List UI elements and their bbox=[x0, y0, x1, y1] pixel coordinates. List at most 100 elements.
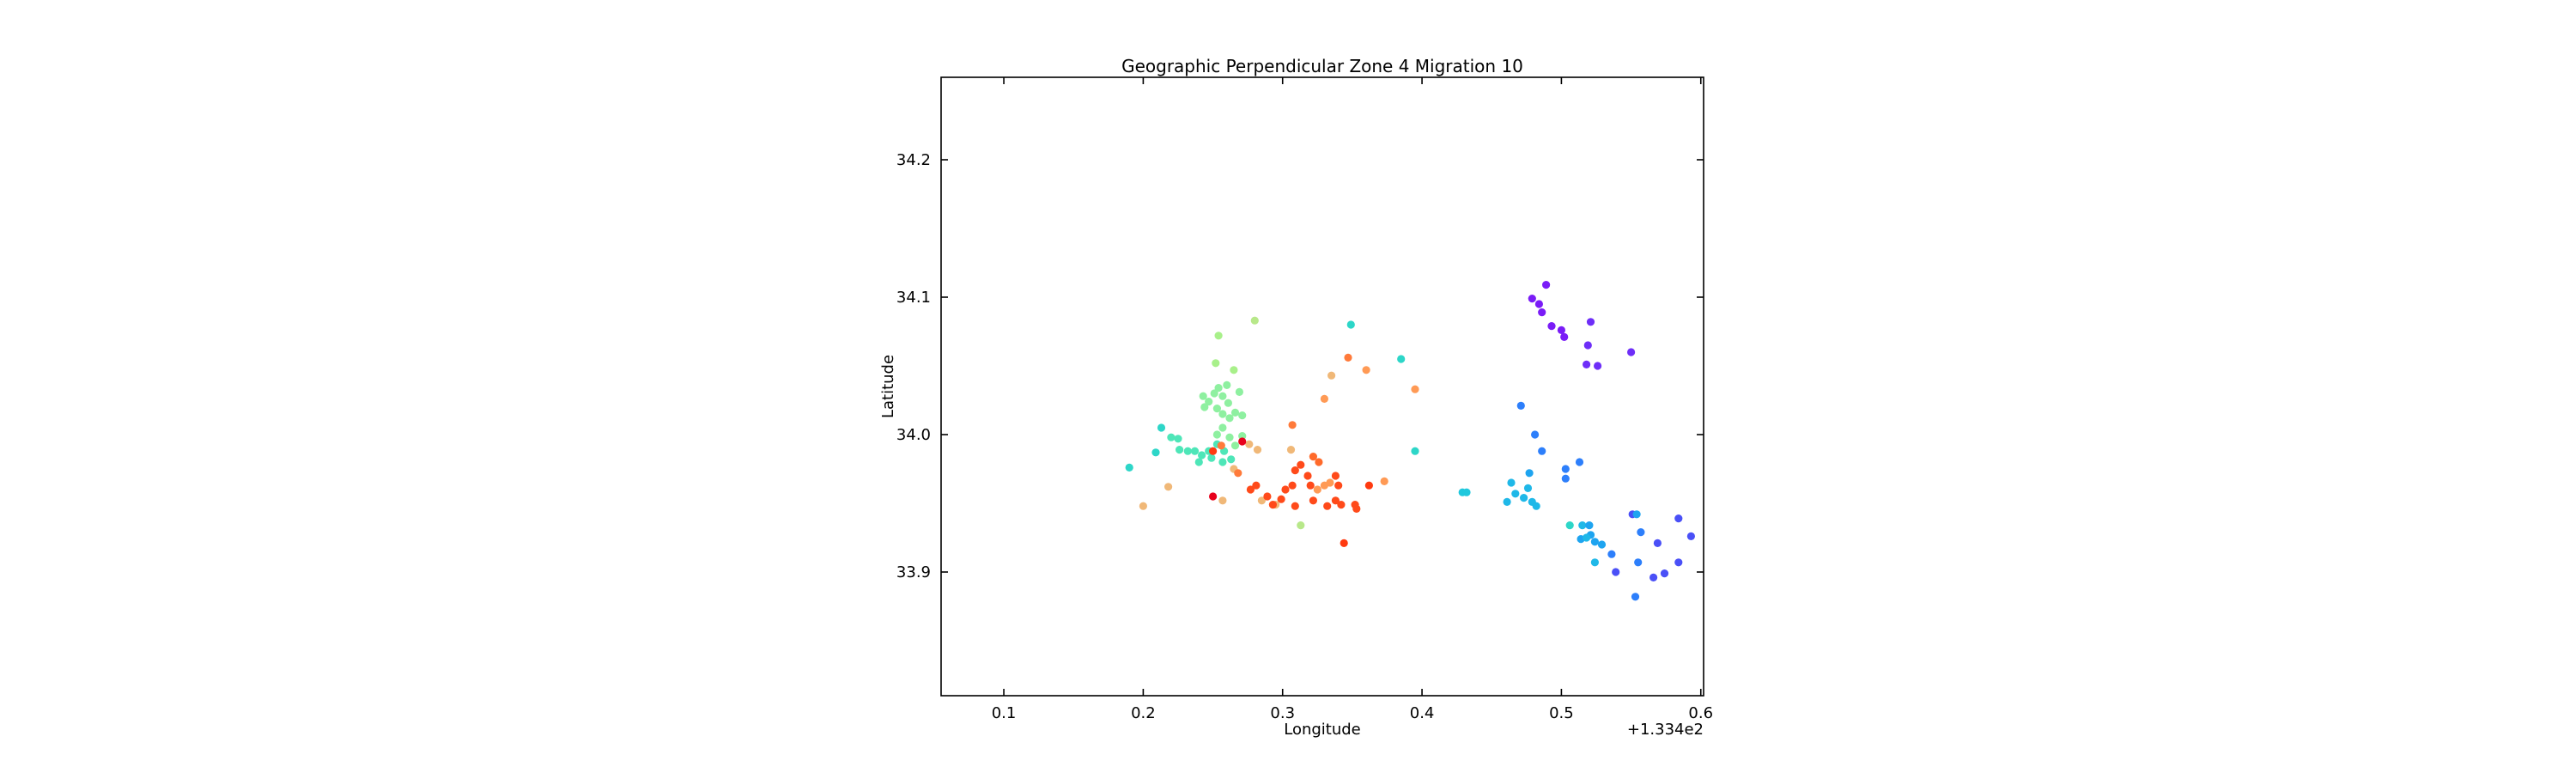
data-point bbox=[1214, 332, 1223, 340]
x-axis-label: Longitude bbox=[1284, 721, 1361, 739]
data-point bbox=[1631, 593, 1640, 601]
data-point bbox=[1164, 483, 1173, 491]
data-point bbox=[1380, 477, 1388, 486]
y-tick-label: 33.9 bbox=[896, 563, 931, 581]
data-point bbox=[1212, 359, 1220, 368]
data-point bbox=[1583, 341, 1592, 350]
data-point bbox=[1557, 326, 1565, 334]
x-axis-ticks: 0.1 0.2 0.3 0.4 0.5 0.6 bbox=[992, 77, 1713, 722]
data-point bbox=[1507, 478, 1516, 487]
data-point bbox=[1205, 398, 1213, 406]
data-point bbox=[1516, 401, 1525, 410]
data-point bbox=[1590, 538, 1599, 546]
data-point bbox=[1277, 495, 1285, 503]
data-point bbox=[1235, 387, 1243, 396]
data-point bbox=[1334, 481, 1343, 490]
data-point bbox=[1649, 573, 1658, 582]
data-point bbox=[1660, 569, 1669, 578]
data-point bbox=[1503, 497, 1511, 507]
data-point bbox=[1686, 532, 1695, 541]
y-tick-label: 34.2 bbox=[896, 151, 931, 169]
data-point bbox=[1207, 453, 1216, 462]
data-point bbox=[1190, 447, 1200, 455]
data-point bbox=[1303, 472, 1312, 480]
data-point bbox=[1139, 502, 1147, 510]
data-point bbox=[1362, 366, 1370, 374]
data-point bbox=[1523, 484, 1533, 493]
data-point bbox=[1218, 496, 1227, 505]
data-point bbox=[1346, 320, 1355, 329]
data-point bbox=[1176, 446, 1184, 454]
data-point bbox=[1326, 478, 1334, 487]
data-point bbox=[1520, 494, 1528, 502]
data-point bbox=[1167, 433, 1176, 441]
data-point bbox=[1528, 295, 1536, 303]
data-point bbox=[1411, 385, 1419, 393]
data-point bbox=[1531, 430, 1540, 439]
data-point bbox=[1637, 528, 1645, 537]
x-tick-label: 0.6 bbox=[1688, 704, 1713, 722]
data-point bbox=[1351, 501, 1359, 509]
data-point bbox=[1250, 316, 1259, 325]
data-point bbox=[1634, 558, 1643, 567]
data-point bbox=[1288, 481, 1297, 490]
data-point bbox=[1337, 501, 1346, 509]
data-point bbox=[1344, 353, 1352, 362]
data-point bbox=[1194, 458, 1203, 466]
plot-frame bbox=[940, 76, 1704, 697]
data-point bbox=[1238, 411, 1247, 420]
data-point bbox=[1183, 447, 1192, 455]
y-axis-ticks: 33.9 34.0 34.1 34.2 bbox=[896, 151, 1704, 581]
data-point bbox=[1525, 469, 1534, 478]
data-point bbox=[1340, 539, 1348, 548]
data-point bbox=[1253, 446, 1262, 454]
data-point bbox=[1320, 394, 1328, 403]
data-point bbox=[1288, 421, 1297, 429]
data-point bbox=[1612, 568, 1620, 576]
data-point bbox=[1230, 408, 1240, 417]
data-point bbox=[1627, 348, 1636, 356]
data-point bbox=[1218, 458, 1227, 466]
y-tick-label: 34.0 bbox=[896, 426, 931, 444]
data-point bbox=[1632, 510, 1641, 519]
data-point bbox=[1281, 485, 1290, 494]
data-point bbox=[1218, 410, 1227, 418]
data-point bbox=[1583, 360, 1591, 368]
data-point bbox=[1315, 458, 1323, 466]
data-point bbox=[1331, 472, 1340, 480]
data-point bbox=[1198, 451, 1206, 460]
x-axis-offset-label: +1.334e2 bbox=[1627, 721, 1704, 739]
data-point bbox=[1200, 403, 1209, 411]
data-point bbox=[1560, 332, 1569, 341]
chart-title: Geographic Perpendicular Zone 4 Migratio… bbox=[1121, 56, 1523, 76]
data-point bbox=[1225, 433, 1234, 441]
data-point bbox=[1534, 300, 1543, 308]
data-point bbox=[1575, 458, 1584, 466]
data-point bbox=[1174, 435, 1182, 443]
data-point bbox=[1327, 371, 1336, 380]
data-point bbox=[1291, 466, 1299, 475]
data-point bbox=[1151, 448, 1160, 457]
data-point bbox=[1607, 550, 1616, 558]
x-tick-label: 0.4 bbox=[1410, 704, 1435, 722]
data-point bbox=[1234, 469, 1242, 478]
data-point bbox=[1297, 521, 1305, 530]
data-point bbox=[1653, 539, 1662, 548]
data-point bbox=[1212, 430, 1221, 439]
data-point bbox=[1218, 423, 1227, 432]
data-point bbox=[1246, 485, 1255, 494]
data-point bbox=[1547, 322, 1556, 331]
data-point bbox=[1590, 558, 1599, 567]
data-point bbox=[1268, 501, 1277, 509]
data-point bbox=[1297, 460, 1305, 469]
data-point bbox=[1323, 502, 1332, 510]
data-point bbox=[1227, 455, 1236, 464]
data-point bbox=[1586, 318, 1595, 326]
data-point bbox=[1209, 492, 1218, 501]
data-point bbox=[1538, 308, 1546, 317]
data-point bbox=[1309, 453, 1317, 461]
data-point bbox=[1583, 533, 1591, 542]
data-point bbox=[1286, 446, 1296, 454]
data-point bbox=[1532, 502, 1540, 510]
data-point bbox=[1578, 521, 1587, 530]
